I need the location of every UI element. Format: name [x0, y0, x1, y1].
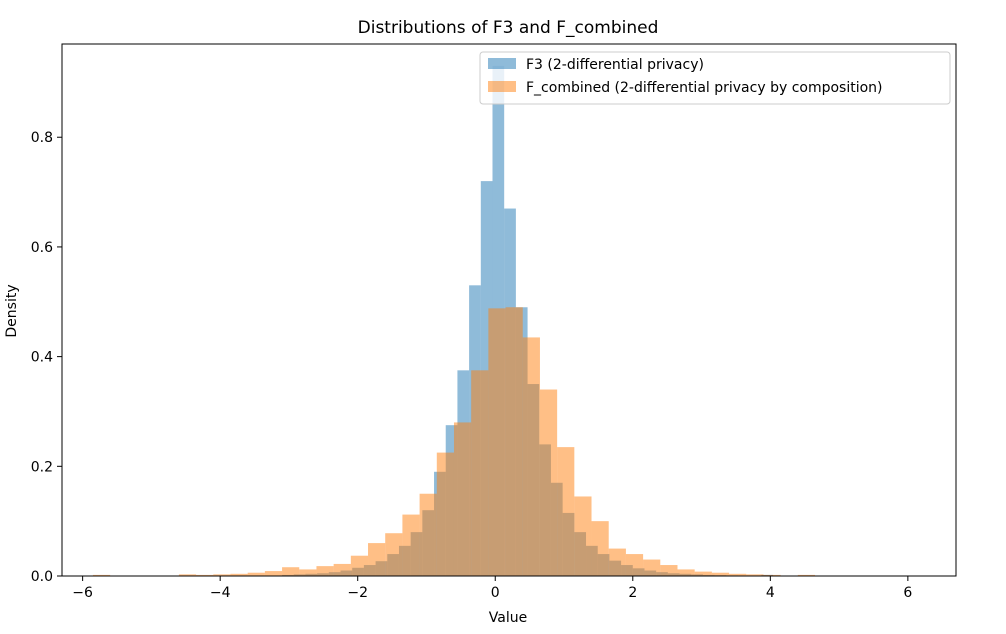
bar-1-21 [453, 422, 472, 576]
legend-label-1: F_combined (2-differential privacy by co… [526, 80, 883, 96]
bar-1-29 [591, 521, 609, 576]
bar-1-31 [625, 554, 644, 576]
bar-1-14 [333, 563, 351, 576]
plot-frame [61, 43, 957, 577]
x-tick-label: 6 [903, 585, 912, 601]
bar-1-37 [729, 573, 747, 576]
bar-1-13 [316, 566, 334, 576]
chart-title: Distributions of F3 and F_combined [358, 18, 659, 38]
bar-1-0 [92, 574, 111, 576]
bar-1-18 [402, 514, 420, 576]
bar-1-28 [574, 496, 592, 576]
bar-1-24 [505, 307, 523, 576]
x-axis-label: Value [489, 610, 527, 626]
x-tick-label: −4 [210, 585, 231, 601]
bar-1-39 [763, 574, 781, 576]
bar-1-6 [196, 574, 214, 576]
x-tick-label: −6 [72, 585, 93, 601]
bar-1-32 [643, 559, 661, 576]
x-tick-label: −2 [347, 585, 368, 601]
bar-1-36 [711, 572, 730, 576]
bar-1-25 [522, 337, 540, 576]
bar-1-10 [264, 571, 283, 576]
bar-1-33 [660, 565, 678, 576]
legend-label-0: F3 (2-differential privacy) [526, 57, 704, 73]
bar-1-7 [213, 574, 231, 576]
x-tick-label: 0 [491, 585, 500, 601]
bar-1-34 [677, 569, 695, 576]
bar-1-30 [608, 548, 626, 576]
bar-1-16 [368, 543, 386, 576]
bar-1-27 [557, 447, 575, 576]
y-tick-label: 0.8 [31, 130, 53, 146]
bar-1-12 [299, 569, 317, 576]
bar-1-22 [471, 370, 489, 576]
legend-swatch-1 [488, 81, 516, 92]
bar-1-11 [282, 567, 300, 576]
legend-box [479, 51, 951, 105]
bar-1-5 [178, 574, 197, 576]
series-1 [92, 307, 816, 576]
y-axis-label: Density [4, 284, 20, 337]
y-axis: 0.0 0.2 0.4 0.6 0.8 [31, 130, 62, 585]
bar-1-8 [230, 573, 248, 576]
bar-1-15 [350, 555, 369, 576]
bar-1-35 [694, 571, 712, 576]
bar-1-41 [797, 574, 816, 576]
bar-1-17 [385, 533, 403, 576]
bar-1-9 [247, 572, 265, 576]
y-tick-label: 0.6 [31, 240, 53, 256]
y-tick-label: 0.2 [31, 459, 53, 475]
bar-1-38 [746, 574, 764, 576]
y-tick-label: 0.0 [31, 569, 53, 585]
x-axis: −6 −4 −2 0 2 4 6 [72, 576, 912, 601]
legend-swatch-0 [488, 58, 516, 69]
x-tick-label: 4 [766, 585, 775, 601]
bar-1-20 [436, 452, 454, 576]
legend: F3 (2-differential privacy) F_combined (2… [479, 51, 951, 105]
histogram-bars [92, 65, 816, 577]
bar-1-26 [539, 389, 558, 576]
bar-1-19 [419, 493, 437, 576]
x-tick-label: 2 [628, 585, 637, 601]
bar-1-23 [488, 308, 506, 576]
y-tick-label: 0.4 [31, 350, 53, 366]
